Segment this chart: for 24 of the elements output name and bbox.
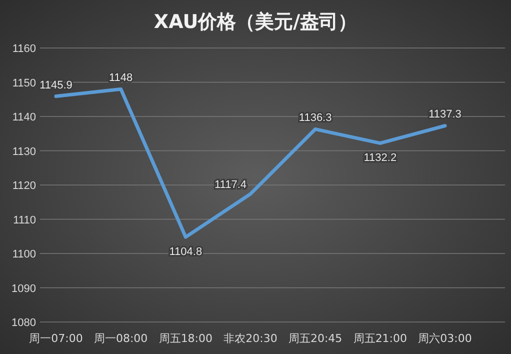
data-label: 1137.3 [428,108,462,121]
data-label: 1136.3 [298,112,332,124]
data-label: 1148 [109,72,133,84]
y-tick-label: 1130 [12,146,36,158]
y-tick-label: 1100 [12,248,36,260]
y-tick-label: 1110 [13,214,36,226]
x-tick-label: 周五21:00 [353,332,408,345]
y-tick-label: 1080 [12,317,36,329]
x-tick-label: 周五20:45 [288,332,342,345]
y-tick-label: 1150 [12,77,36,90]
y-tick-label: 1140 [12,112,36,124]
data-label: 1132.2 [364,152,397,164]
x-tick-label: 周五18:00 [158,332,213,345]
y-tick-label: 1160 [12,43,36,55]
x-tick-label: 周一07:00 [29,332,83,345]
data-label: 1145.9 [40,79,72,92]
y-tick-label: 1120 [12,180,36,192]
y-tick-label: 1090 [12,282,36,295]
chart-title: XAU价格（美元/盎司） [154,11,358,33]
x-tick-label: 非农20:30 [224,332,278,345]
x-tick-label: 周一08:00 [94,332,148,345]
data-label: 1117.4 [214,178,247,191]
x-tick-label: 周六03:00 [418,332,472,345]
data-label: 1104.8 [169,246,202,258]
